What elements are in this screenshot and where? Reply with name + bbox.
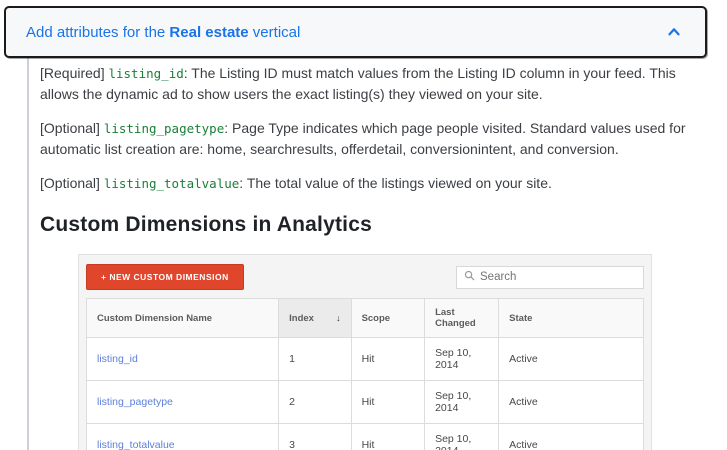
cell-last-changed: Sep 10, 2014 (424, 423, 500, 450)
cell-scope: Hit (350, 380, 426, 424)
column-header-index: Index ↓ (278, 298, 352, 338)
cell-state: Active (498, 423, 644, 450)
accordion-title-prefix: Add attributes for the (26, 23, 170, 41)
table-row: listing_pagetype 2 Hit Sep 10, 2014 Acti… (85, 380, 644, 424)
chevron-up-icon[interactable] (665, 23, 683, 41)
cell-index: 1 (278, 337, 352, 381)
column-header-state: State (498, 298, 644, 338)
cell-scope: Hit (350, 423, 426, 450)
paragraph-listing-pagetype: [Optional] listing_pagetype: Page Type i… (40, 118, 704, 160)
section-heading-custom-dimensions: Custom Dimensions in Analytics (40, 213, 372, 236)
cell-index: 3 (278, 423, 352, 450)
accordion-expanded-content: [Required] listing_id: The Listing ID mu… (27, 58, 727, 450)
analytics-screenshot-image: + NEW CUSTOM DIMENSION Custom Dimension … (78, 254, 652, 450)
accordion-title-bold: Real estate (169, 23, 249, 41)
accordion-title-suffix: vertical (248, 23, 301, 41)
paragraph-listing-pagetype-text: : Page Type indicates which page people … (40, 120, 686, 157)
search-icon (464, 268, 475, 286)
table-row: listing_totalvalue 3 Hit Sep 10, 2014 Ac… (85, 423, 644, 450)
required-tag: [Required] (40, 65, 109, 81)
cell-last-changed: Sep 10, 2014 (424, 337, 500, 381)
custom-dimensions-table: Custom Dimension Name Index ↓ Scope Last … (85, 298, 644, 450)
cell-state: Active (498, 380, 644, 424)
column-header-index-label: Index (289, 312, 314, 324)
analytics-toolbar: + NEW CUSTOM DIMENSION (86, 264, 644, 290)
accordion-header-real-estate[interactable]: Add attributes for the Real estate verti… (4, 6, 707, 58)
cell-last-changed: Sep 10, 2014 (424, 380, 500, 424)
optional-tag: [Optional] (40, 175, 104, 191)
dimension-link-listing-totalvalue: listing_totalvalue (97, 439, 175, 450)
search-box (456, 265, 644, 289)
optional-tag: [Optional] (40, 120, 104, 136)
code-listing-pagetype: listing_pagetype (103, 121, 225, 136)
table-row: listing_id 1 Hit Sep 10, 2014 Active (85, 337, 644, 381)
cell-index: 2 (278, 380, 352, 424)
column-header-last-changed: Last Changed (424, 298, 500, 338)
cell-state: Active (498, 337, 644, 381)
paragraph-listing-totalvalue-text: : The total value of the listings viewed… (239, 175, 552, 191)
column-header-scope: Scope (350, 298, 426, 338)
dimension-link-listing-pagetype: listing_pagetype (97, 396, 173, 408)
sort-descending-icon: ↓ (336, 313, 341, 323)
new-custom-dimension-button: + NEW CUSTOM DIMENSION (86, 264, 244, 290)
paragraph-listing-totalvalue: [Optional] listing_totalvalue: The total… (40, 173, 704, 194)
code-listing-id: listing_id (108, 66, 184, 81)
code-listing-totalvalue: listing_totalvalue (103, 176, 240, 191)
dimension-link-listing-id: listing_id (97, 353, 138, 365)
column-header-name: Custom Dimension Name (85, 298, 280, 338)
paragraph-listing-id-text: : The Listing ID must match values from … (40, 65, 676, 102)
paragraph-listing-id: [Required] listing_id: The Listing ID mu… (40, 63, 704, 105)
search-input (480, 271, 636, 283)
table-header-row: Custom Dimension Name Index ↓ Scope Last … (85, 298, 644, 338)
cell-scope: Hit (350, 337, 426, 381)
accordion-title: Add attributes for the Real estate verti… (26, 24, 300, 41)
